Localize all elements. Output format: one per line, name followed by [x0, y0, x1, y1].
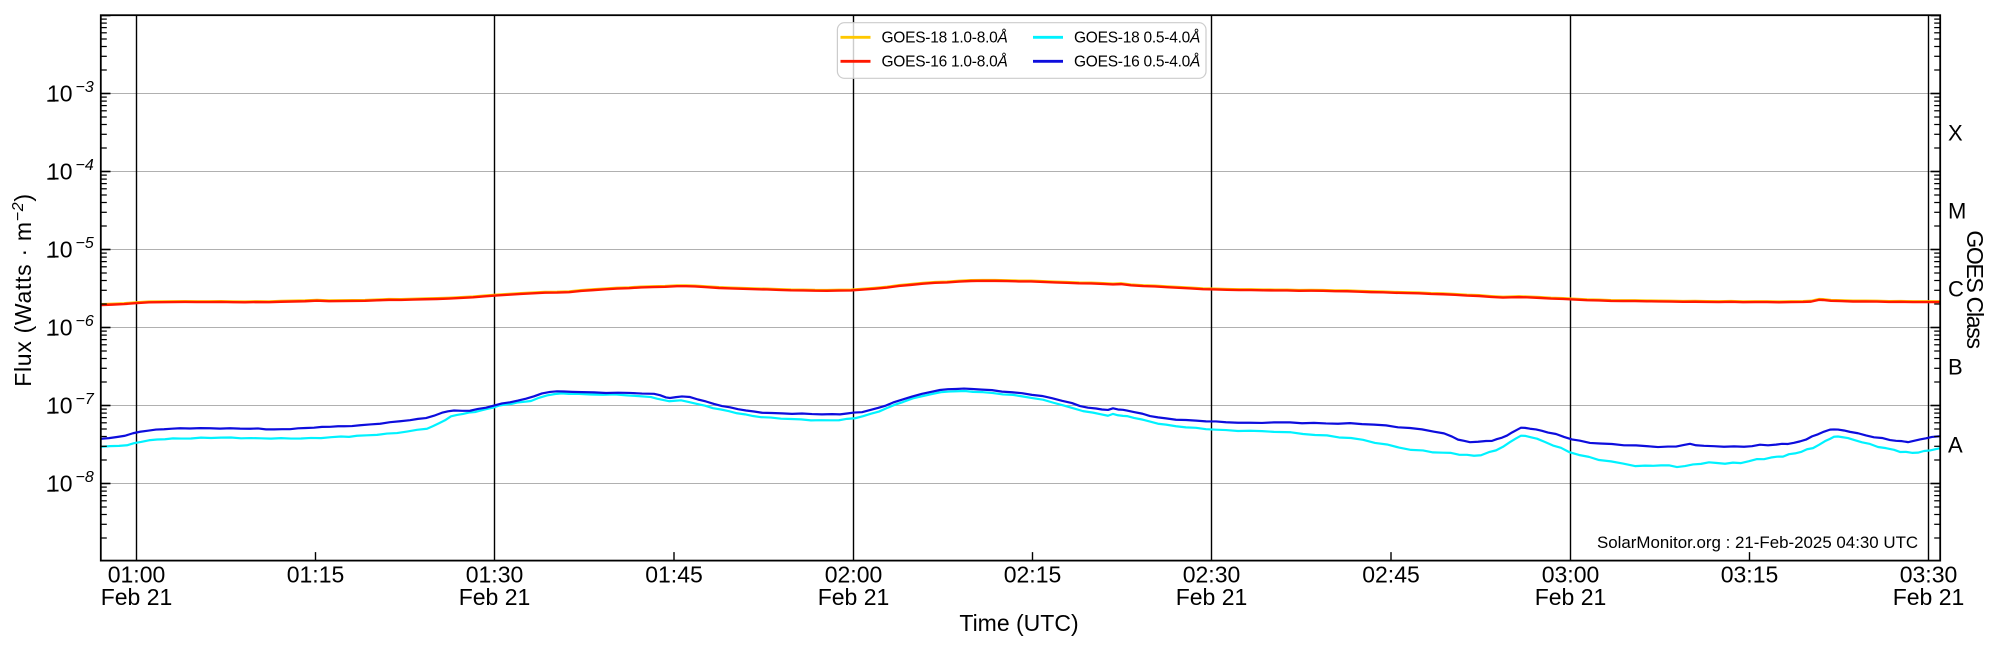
svg-text:10: 10 [47, 81, 73, 107]
svg-text:01:15: 01:15 [287, 561, 345, 587]
svg-text:Feb 21: Feb 21 [1893, 584, 1965, 610]
svg-text:Flux (Watts · m−2): Flux (Watts · m−2) [10, 193, 36, 387]
svg-text:−8: −8 [76, 469, 94, 486]
svg-text:Feb 21: Feb 21 [1176, 584, 1248, 610]
svg-text:10: 10 [47, 159, 73, 185]
svg-text:C: C [1948, 276, 1964, 301]
svg-text:B: B [1948, 354, 1963, 379]
svg-text:A: A [1948, 432, 1963, 457]
svg-text:SolarMonitor.org : 21-Feb-2025: SolarMonitor.org : 21-Feb-2025 04:30 UTC [1597, 533, 1918, 552]
svg-text:GOES-16 1.0-8.0Å: GOES-16 1.0-8.0Å [882, 54, 1008, 71]
svg-text:Feb 21: Feb 21 [459, 584, 531, 610]
svg-text:01:30: 01:30 [466, 561, 524, 587]
svg-text:Feb 21: Feb 21 [818, 584, 890, 610]
svg-text:10: 10 [47, 393, 73, 419]
svg-text:−4: −4 [76, 157, 94, 174]
svg-text:02:30: 02:30 [1183, 561, 1241, 587]
svg-text:−5: −5 [76, 235, 94, 252]
svg-text:GOES-18 0.5-4.0Å: GOES-18 0.5-4.0Å [1074, 30, 1200, 47]
svg-text:10: 10 [47, 471, 73, 497]
svg-text:GOES-18 1.0-8.0Å: GOES-18 1.0-8.0Å [882, 30, 1008, 47]
svg-text:01:45: 01:45 [645, 561, 703, 587]
svg-text:03:00: 03:00 [1542, 561, 1600, 587]
svg-text:X: X [1948, 120, 1963, 145]
svg-text:02:00: 02:00 [825, 561, 883, 587]
svg-text:GOES Class: GOES Class [1962, 230, 1988, 348]
svg-text:Feb 21: Feb 21 [101, 584, 173, 610]
svg-text:10: 10 [47, 315, 73, 341]
svg-text:02:45: 02:45 [1362, 561, 1420, 587]
svg-text:01:00: 01:00 [108, 561, 166, 587]
svg-text:−7: −7 [76, 391, 95, 408]
svg-text:Feb 21: Feb 21 [1535, 584, 1607, 610]
svg-text:02:15: 02:15 [1004, 561, 1062, 587]
svg-text:GOES-16 0.5-4.0Å: GOES-16 0.5-4.0Å [1074, 54, 1200, 71]
svg-text:Time (UTC): Time (UTC) [959, 610, 1078, 636]
svg-text:10: 10 [47, 237, 73, 263]
svg-text:−3: −3 [76, 79, 94, 96]
svg-text:03:15: 03:15 [1721, 561, 1779, 587]
svg-text:03:30: 03:30 [1900, 561, 1958, 587]
svg-text:−6: −6 [76, 313, 94, 330]
svg-text:M: M [1948, 198, 1966, 223]
